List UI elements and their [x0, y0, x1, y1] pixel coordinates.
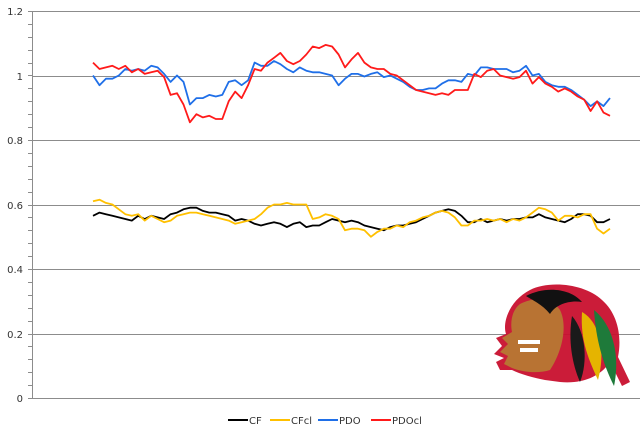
gridlines: [32, 11, 640, 399]
y-tick-label: 0.8: [7, 136, 23, 147]
y-tick-label: 1: [17, 72, 23, 83]
legend: CF CFcl PDO PDOcl: [228, 416, 422, 427]
y-tick-label: 1.2: [7, 7, 23, 18]
y-tick-label: 0.6: [7, 201, 23, 212]
y-tick-label: 0.4: [7, 265, 23, 276]
y-tick-label: 0.2: [7, 330, 23, 341]
team-logo: [494, 284, 630, 386]
y-tick-label: 0: [17, 394, 23, 405]
series-line-pdo: [92, 60, 611, 107]
legend-label-pdo: PDO: [339, 416, 361, 427]
logo-feather-3: [570, 316, 585, 382]
series-line-cfcl: [92, 198, 611, 238]
legend-label-pdocl: PDOcl: [392, 416, 422, 427]
series-line-cf: [92, 206, 611, 232]
legend-label-cf: CF: [249, 416, 262, 427]
series-line-pdocl: [92, 44, 611, 124]
series-lines: [92, 44, 611, 238]
logo-face: [500, 299, 564, 373]
logo-feather-1: [581, 312, 602, 380]
logo-feather-2: [594, 310, 617, 386]
logo-hair: [526, 289, 582, 314]
logo-warpaint: [518, 340, 540, 352]
legend-label-cfcl: CFcl: [291, 416, 312, 427]
y-axis: 0 0.2 0.4 0.6 0.8 1 1.2: [7, 7, 33, 405]
